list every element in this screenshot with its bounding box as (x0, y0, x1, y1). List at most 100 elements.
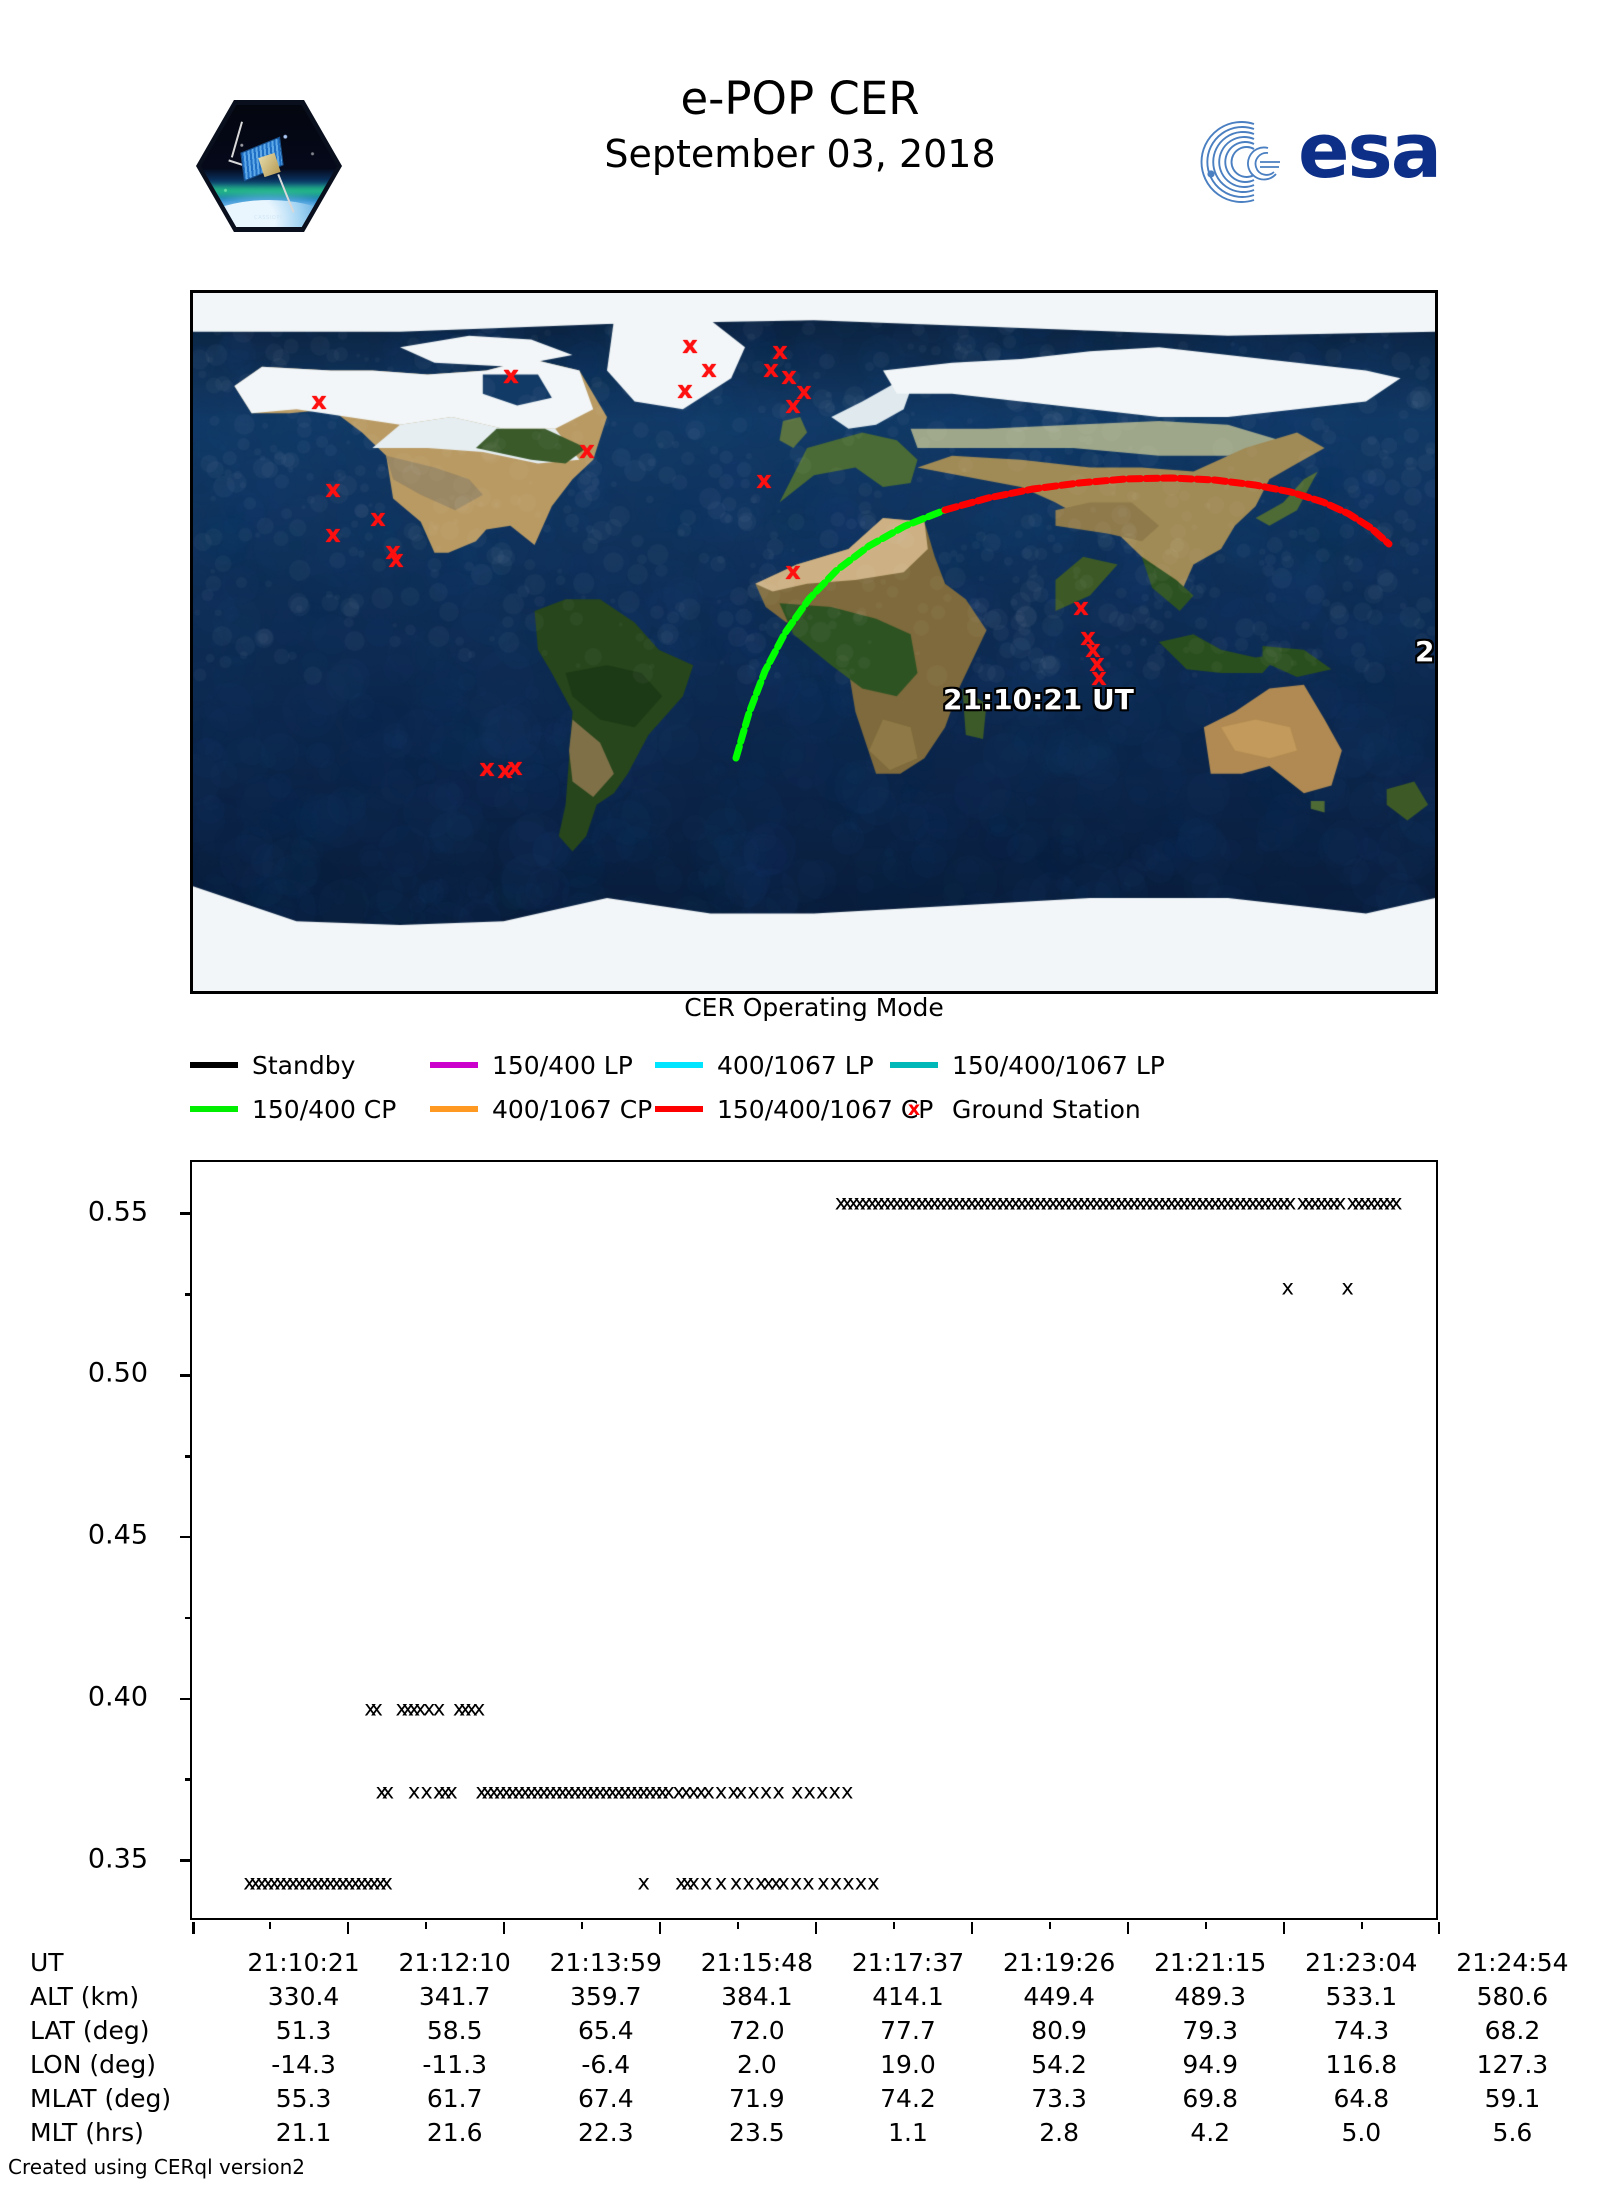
table-row: LAT (deg) 51.3 58.5 65.4 72.0 77.7 80.9 79.3 74.… (28, 2013, 1588, 2047)
track-end-time-label: 21:24:54 UT (1415, 635, 1438, 668)
data-point-marker: x (715, 1872, 727, 1893)
table-cell: 21.6 (379, 2115, 530, 2149)
table-cell: 449.4 (984, 1979, 1135, 2013)
table-row: ALT (km) 330.4 341.7 359.7 384.1 414.1 449.4 48… (28, 1979, 1588, 2013)
y-axis-minor-tick (185, 1617, 192, 1620)
table-cell: 384.1 (681, 1979, 832, 2013)
table-cell: 61.7 (379, 2081, 530, 2115)
table-cell: 21:12:10 (379, 1945, 530, 1979)
table-row: MLAT (deg) 55.3 61.7 67.4 71.9 74.2 73.3 69.8 64… (28, 2081, 1588, 2115)
legend-item-400-1067-lp[interactable]: 400/1067 LP (655, 1051, 874, 1080)
data-point-marker: x (370, 1699, 382, 1720)
table-cell: 580.6 (1437, 1979, 1588, 2013)
orbit-track-svg (193, 293, 1435, 991)
ground-station-legend-icon: x (890, 1100, 938, 1119)
esa-wordmark: esa (1298, 106, 1440, 195)
data-point-marker: x (777, 1872, 789, 1893)
y-axis-tick (180, 1374, 192, 1377)
data-point-marker: x (433, 1699, 445, 1720)
table-row-header: ALT (km) (28, 1979, 228, 2013)
x-axis-tick (971, 1922, 974, 1934)
x-axis-minor-tick (737, 1922, 740, 1929)
data-point-marker: x (445, 1781, 457, 1802)
data-point-marker: x (687, 1872, 699, 1893)
legend-color-swatch (190, 1106, 238, 1112)
legend-color-swatch (190, 1062, 238, 1068)
data-point-marker: x (867, 1872, 879, 1893)
table-cell: 77.7 (832, 2013, 983, 2047)
table-cell: 74.3 (1286, 2013, 1437, 2047)
legend-item-400-1067-cp[interactable]: 400/1067 CP (430, 1095, 652, 1124)
table-cell: 21:17:37 (832, 1945, 983, 1979)
table-cell: 5.0 (1286, 2115, 1437, 2149)
table-cell: 489.3 (1135, 1979, 1286, 2013)
data-point-marker: x (791, 1781, 803, 1802)
legend-item-label: 400/1067 CP (492, 1095, 652, 1124)
legend-color-swatch (430, 1062, 478, 1068)
table-row: UT 21:10:21 21:12:10 21:13:59 21:15:48 21:17:… (28, 1945, 1588, 1979)
table-cell: 533.1 (1286, 1979, 1437, 2013)
legend-row: 150/400 CP 400/1067 CP 150/400/1067 CP x Gro… (190, 1087, 1510, 1131)
data-point-marker: x (804, 1781, 816, 1802)
table-cell: 59.1 (1437, 2081, 1588, 2115)
data-point-marker: x (830, 1872, 842, 1893)
legend-item-ground-station[interactable]: x Ground Station (890, 1095, 1141, 1124)
ephemeris-table-grid: UT 21:10:21 21:12:10 21:13:59 21:15:48 21:17:… (28, 1945, 1588, 2149)
data-point-marker: x (382, 1781, 394, 1802)
orbit-track-segment (945, 478, 1389, 544)
table-cell: 21:19:26 (984, 1945, 1135, 1979)
data-point-marker: x (742, 1872, 754, 1893)
legend-item-150-400-1067-lp[interactable]: 150/400/1067 LP (890, 1051, 1165, 1080)
plot-data-area: xxxxxxxxxxxxxxxxxxxxxxxxxxxxxxxxxxxxxxxx… (192, 1162, 1436, 1918)
table-cell: 21:15:48 (681, 1945, 832, 1979)
table-cell: 69.8 (1135, 2081, 1286, 2115)
table-cell: 79.3 (1135, 2013, 1286, 2047)
legend-item-label: Ground Station (952, 1095, 1141, 1124)
page-date: September 03, 2018 (400, 132, 1200, 176)
x-axis-minor-tick (1205, 1922, 1208, 1929)
x-axis-tick (503, 1922, 506, 1934)
table-cell: 330.4 (228, 1979, 379, 2013)
table-cell: 21.1 (228, 2115, 379, 2149)
legend-item-label: 150/400 LP (492, 1051, 633, 1080)
page-title: e-POP CER (400, 72, 1200, 125)
table-row-header: MLT (hrs) (28, 2115, 228, 2149)
y-axis-tick (180, 1859, 192, 1862)
y-axis-tick-label: 0.35 (88, 1843, 148, 1874)
y-axis-tick-label: 0.45 (88, 1520, 148, 1551)
data-point-marker: x (855, 1872, 867, 1893)
cer-current-scatter-plot[interactable]: xxxxxxxxxxxxxxxxxxxxxxxxxxxxxxxxxxxxxxxx… (190, 1160, 1438, 1920)
table-cell: 74.2 (832, 2081, 983, 2115)
table-row-header: UT (28, 1945, 228, 1979)
table-cell: 21:23:04 (1286, 1945, 1437, 1979)
legend-row: Standby 150/400 LP 400/1067 LP 150/400/1067… (190, 1043, 1510, 1087)
table-cell: 23.5 (681, 2115, 832, 2149)
aurora-band (201, 182, 337, 202)
table-cell: -11.3 (379, 2047, 530, 2081)
data-point-marker: x (829, 1781, 841, 1802)
data-point-marker: x (747, 1781, 759, 1802)
legend-item-150-400-cp[interactable]: 150/400 CP (190, 1095, 396, 1124)
legend-item-standby[interactable]: Standby (190, 1051, 355, 1080)
legend-color-swatch (655, 1062, 703, 1068)
x-axis-tick (815, 1922, 818, 1934)
data-point-marker: x (790, 1872, 802, 1893)
table-cell: 5.6 (1437, 2115, 1588, 2149)
x-axis-tick (1283, 1922, 1286, 1934)
data-point-marker: x (730, 1872, 742, 1893)
table-cell: 2.8 (984, 2115, 1135, 2149)
ground-track-map[interactable]: xxxxxxxxxxxxxxxxxxxxxxxxxxx 21:10:21 UT … (190, 290, 1438, 994)
legend-item-150-400-lp[interactable]: 150/400 LP (430, 1051, 633, 1080)
x-axis-minor-tick (581, 1922, 584, 1929)
table-cell: 116.8 (1286, 2047, 1437, 2081)
esa-agency-logo: esa (1180, 128, 1475, 203)
legend-item-label: 400/1067 LP (717, 1051, 874, 1080)
x-axis-tick (1127, 1922, 1130, 1934)
data-point-marker: x (408, 1781, 420, 1802)
table-row: LON (deg) -14.3 -11.3 -6.4 2.0 19.0 54.2 94.9 11… (28, 2047, 1588, 2081)
table-cell: 94.9 (1135, 2047, 1286, 2081)
table-cell: 73.3 (984, 2081, 1135, 2115)
data-point-marker: x (1334, 1193, 1346, 1214)
orbit-track-segment (736, 510, 945, 758)
data-point-marker: x (760, 1781, 772, 1802)
